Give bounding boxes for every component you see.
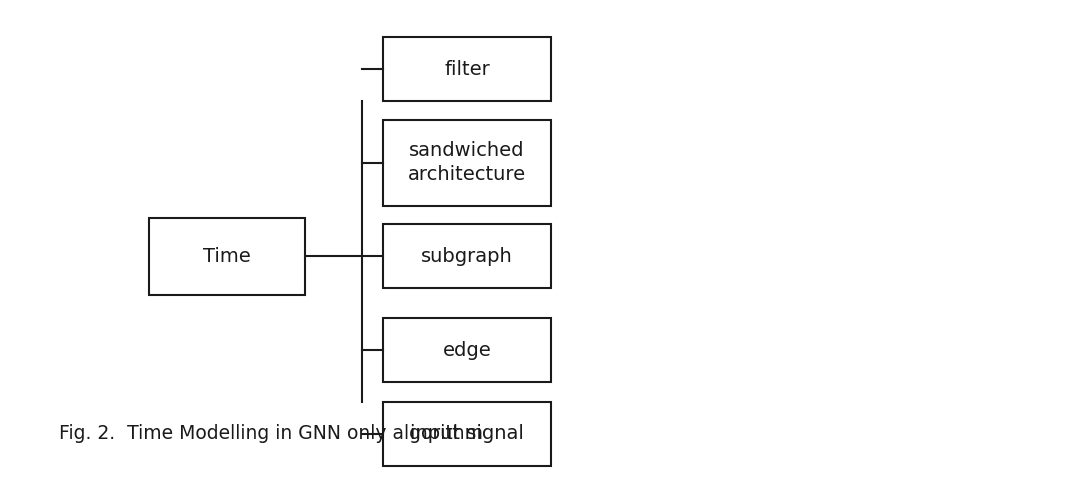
Text: sandwiched
architecture: sandwiched architecture — [408, 141, 526, 184]
Text: filter: filter — [444, 60, 490, 78]
Bar — [383, 402, 551, 466]
Text: input signal: input signal — [410, 424, 524, 443]
Text: subgraph: subgraph — [421, 247, 513, 266]
Text: edge: edge — [443, 341, 491, 359]
Bar — [383, 120, 551, 206]
Bar — [383, 224, 551, 288]
Bar — [149, 218, 306, 295]
Text: Fig. 2.  Time Modelling in GNN only algorithm: Fig. 2. Time Modelling in GNN only algor… — [59, 424, 484, 443]
Text: Time: Time — [203, 247, 251, 266]
Bar — [383, 318, 551, 382]
Bar — [383, 37, 551, 101]
